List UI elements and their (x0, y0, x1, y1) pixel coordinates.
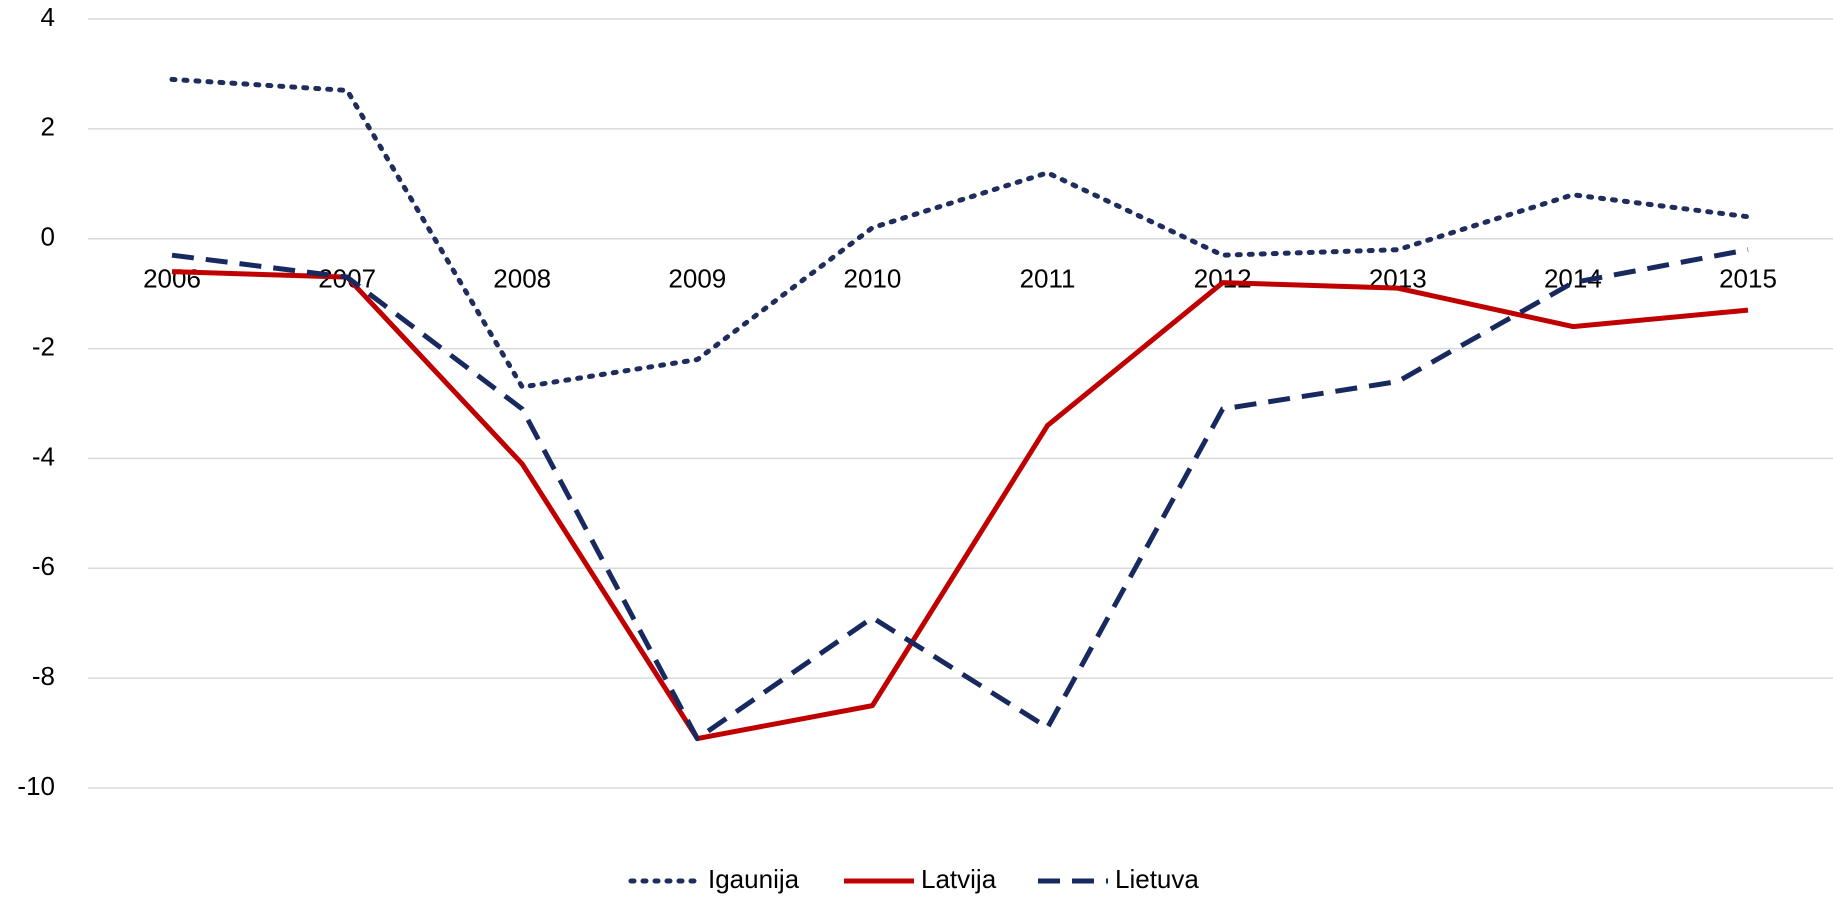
y-tick-label: -4 (32, 441, 55, 471)
x-tick-label: 2008 (493, 264, 551, 294)
x-tick-label: 2011 (1020, 264, 1076, 294)
x-tick-label: 2009 (668, 264, 726, 294)
series-line (169, 76, 1751, 390)
y-tick-label: 4 (41, 2, 55, 32)
series-line (171, 247, 1749, 742)
legend-label: Lietuva (1115, 864, 1199, 894)
series-line (171, 269, 1749, 742)
y-tick-label: -2 (32, 331, 55, 361)
x-tick-label: 2006 (143, 264, 201, 294)
y-tick-label: -6 (32, 551, 55, 581)
y-tick-label: 0 (41, 222, 55, 252)
legend-label: Latvija (921, 864, 997, 894)
y-tick-label: 2 (41, 112, 55, 142)
legend-label: Igaunija (708, 864, 800, 894)
x-tick-label: 2015 (1719, 264, 1777, 294)
y-tick-label: -8 (32, 661, 55, 691)
x-tick-label: 2010 (844, 264, 902, 294)
x-tick-label: 2012 (1194, 264, 1252, 294)
y-tick-label: -10 (17, 771, 55, 801)
